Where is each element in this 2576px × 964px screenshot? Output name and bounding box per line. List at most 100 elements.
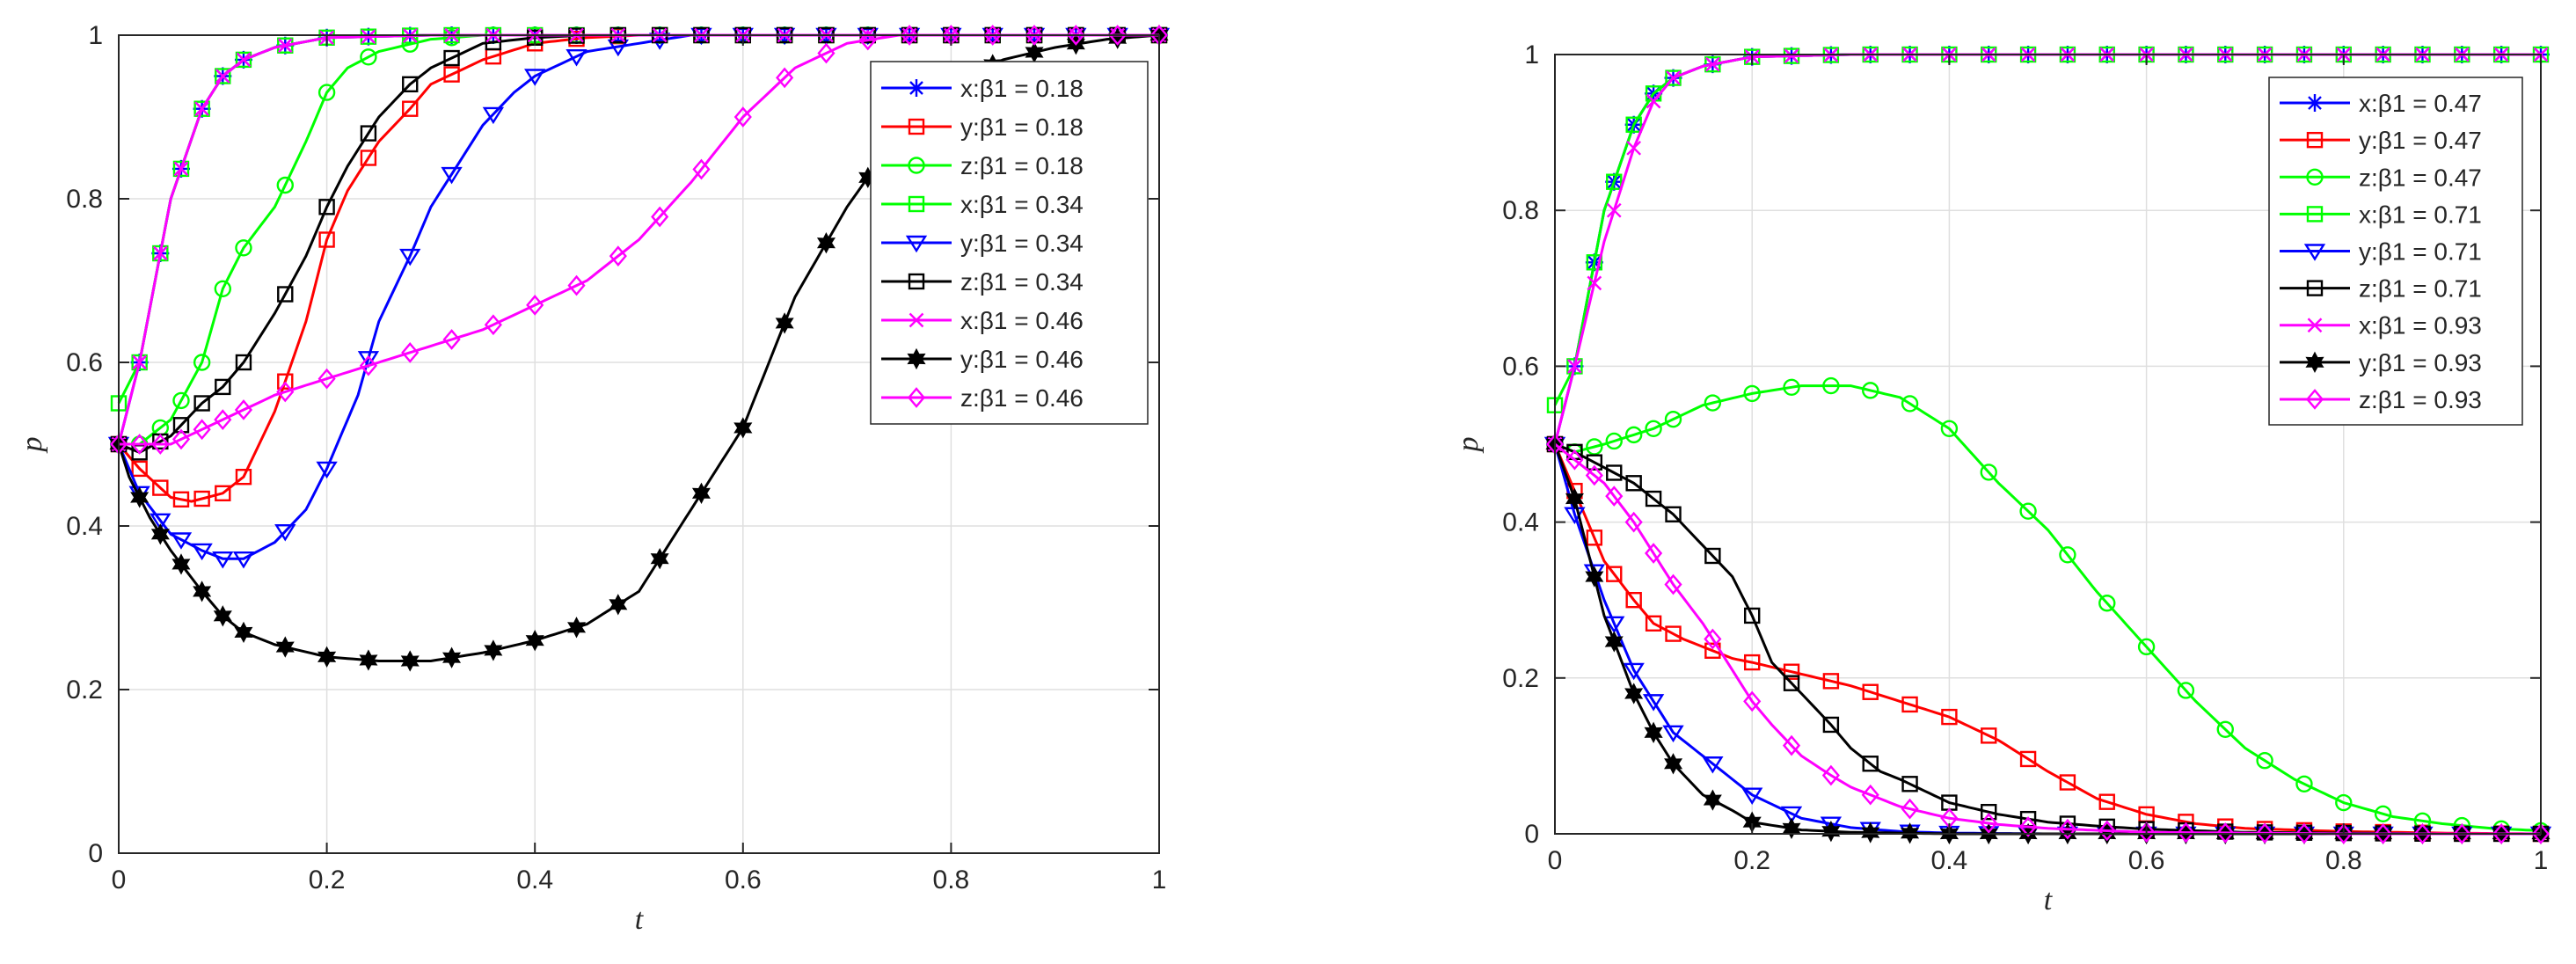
legend-label: z:β1 = 0.71 bbox=[2359, 275, 2482, 303]
data-point bbox=[1743, 384, 1761, 403]
data-point bbox=[1606, 202, 1622, 218]
data-point bbox=[2019, 750, 2037, 768]
data-point bbox=[150, 523, 170, 545]
y-tick-label: 0 bbox=[1524, 820, 1539, 849]
data-point bbox=[2374, 805, 2392, 823]
data-point bbox=[214, 280, 232, 297]
y-tick-label: 0.6 bbox=[66, 348, 103, 377]
legend-label: x:β1 = 0.71 bbox=[2359, 201, 2482, 228]
data-point bbox=[2531, 823, 2550, 844]
data-point bbox=[1862, 382, 1879, 399]
data-point bbox=[1606, 566, 1623, 582]
data-point bbox=[317, 84, 336, 101]
data-point bbox=[1606, 464, 1623, 481]
data-point bbox=[1664, 410, 1682, 428]
data-point bbox=[276, 381, 295, 403]
data-point bbox=[214, 409, 232, 430]
legend-label: y:β1 = 0.93 bbox=[2359, 349, 2482, 376]
data-point bbox=[1587, 275, 1602, 291]
data-point bbox=[1585, 464, 1603, 486]
legend-marker bbox=[2306, 168, 2324, 186]
data-point bbox=[318, 199, 335, 215]
y-tick-label: 0.8 bbox=[1502, 196, 1539, 225]
legend-marker bbox=[2306, 131, 2324, 149]
x-tick-label: 0.2 bbox=[1733, 846, 1770, 875]
data-point bbox=[402, 100, 419, 117]
data-point bbox=[1645, 420, 1662, 437]
legend-label: x:β1 = 0.47 bbox=[2359, 90, 2482, 117]
data-point bbox=[1644, 721, 1663, 743]
y-axis-label: p bbox=[16, 437, 48, 454]
x-tick-label: 0 bbox=[112, 865, 127, 895]
legend-marker bbox=[2306, 206, 2324, 223]
data-point bbox=[2295, 822, 2314, 844]
data-point bbox=[1624, 511, 1643, 533]
data-point bbox=[1743, 690, 1762, 712]
data-point bbox=[692, 158, 711, 180]
data-point bbox=[983, 25, 1002, 46]
data-point bbox=[1782, 817, 1801, 839]
data-point bbox=[193, 354, 211, 371]
legend-marker bbox=[908, 195, 925, 213]
data-point bbox=[1861, 822, 1880, 844]
data-point bbox=[1704, 547, 1721, 565]
data-point bbox=[276, 176, 294, 194]
data-point bbox=[316, 461, 338, 479]
data-point bbox=[901, 25, 919, 46]
data-point bbox=[1625, 116, 1642, 133]
legend-label: z:β1 = 0.47 bbox=[2359, 164, 2482, 191]
data-point bbox=[131, 354, 148, 371]
data-point bbox=[1702, 756, 1724, 774]
data-point bbox=[194, 101, 209, 117]
legend-marker bbox=[907, 387, 926, 408]
data-point bbox=[172, 491, 190, 508]
x-tick-label: 1 bbox=[2534, 846, 2549, 875]
legend-marker bbox=[2307, 318, 2323, 333]
legend-label: x:β1 = 0.93 bbox=[2359, 312, 2482, 340]
data-point bbox=[567, 617, 587, 639]
data-point bbox=[172, 417, 190, 434]
data-point bbox=[650, 548, 669, 570]
data-point bbox=[1821, 764, 1840, 786]
data-point bbox=[733, 106, 752, 128]
data-point bbox=[1664, 753, 1683, 775]
data-point bbox=[2098, 820, 2116, 842]
legend-label: x:β1 = 0.34 bbox=[960, 191, 1084, 218]
data-point bbox=[1901, 798, 1919, 820]
data-point bbox=[235, 51, 252, 69]
data-point bbox=[525, 630, 544, 652]
data-point bbox=[1664, 573, 1682, 595]
y-tick-label: 0.4 bbox=[1502, 508, 1539, 537]
data-point bbox=[1606, 173, 1623, 190]
data-point bbox=[1703, 789, 1722, 811]
data-point bbox=[170, 532, 193, 550]
data-point bbox=[609, 245, 627, 267]
data-point bbox=[171, 428, 191, 450]
data-point bbox=[651, 206, 669, 228]
data-point bbox=[357, 351, 380, 369]
data-point bbox=[1743, 654, 1761, 671]
x-tick-label: 0.8 bbox=[2325, 846, 2362, 875]
x-tick-label: 1 bbox=[1152, 865, 1167, 895]
legend-label: y:β1 = 0.18 bbox=[960, 113, 1084, 141]
y-axis-label: p bbox=[1452, 437, 1485, 454]
data-point bbox=[607, 39, 630, 57]
data-point bbox=[441, 166, 463, 185]
data-point bbox=[1782, 734, 1801, 756]
data-point bbox=[318, 231, 335, 248]
data-point bbox=[317, 646, 337, 668]
data-point bbox=[1981, 727, 1997, 744]
data-point bbox=[360, 125, 377, 142]
data-point bbox=[1862, 683, 1879, 700]
legend-label: y:β1 = 0.47 bbox=[2359, 127, 2482, 154]
data-point bbox=[2256, 752, 2273, 770]
data-point bbox=[130, 434, 149, 455]
data-point bbox=[442, 329, 461, 350]
data-point bbox=[360, 150, 377, 166]
data-point bbox=[171, 553, 191, 575]
data-point bbox=[817, 42, 836, 64]
data-point bbox=[400, 650, 420, 672]
data-point bbox=[2374, 823, 2392, 844]
data-point bbox=[1822, 376, 1840, 395]
data-point bbox=[1646, 93, 1661, 109]
